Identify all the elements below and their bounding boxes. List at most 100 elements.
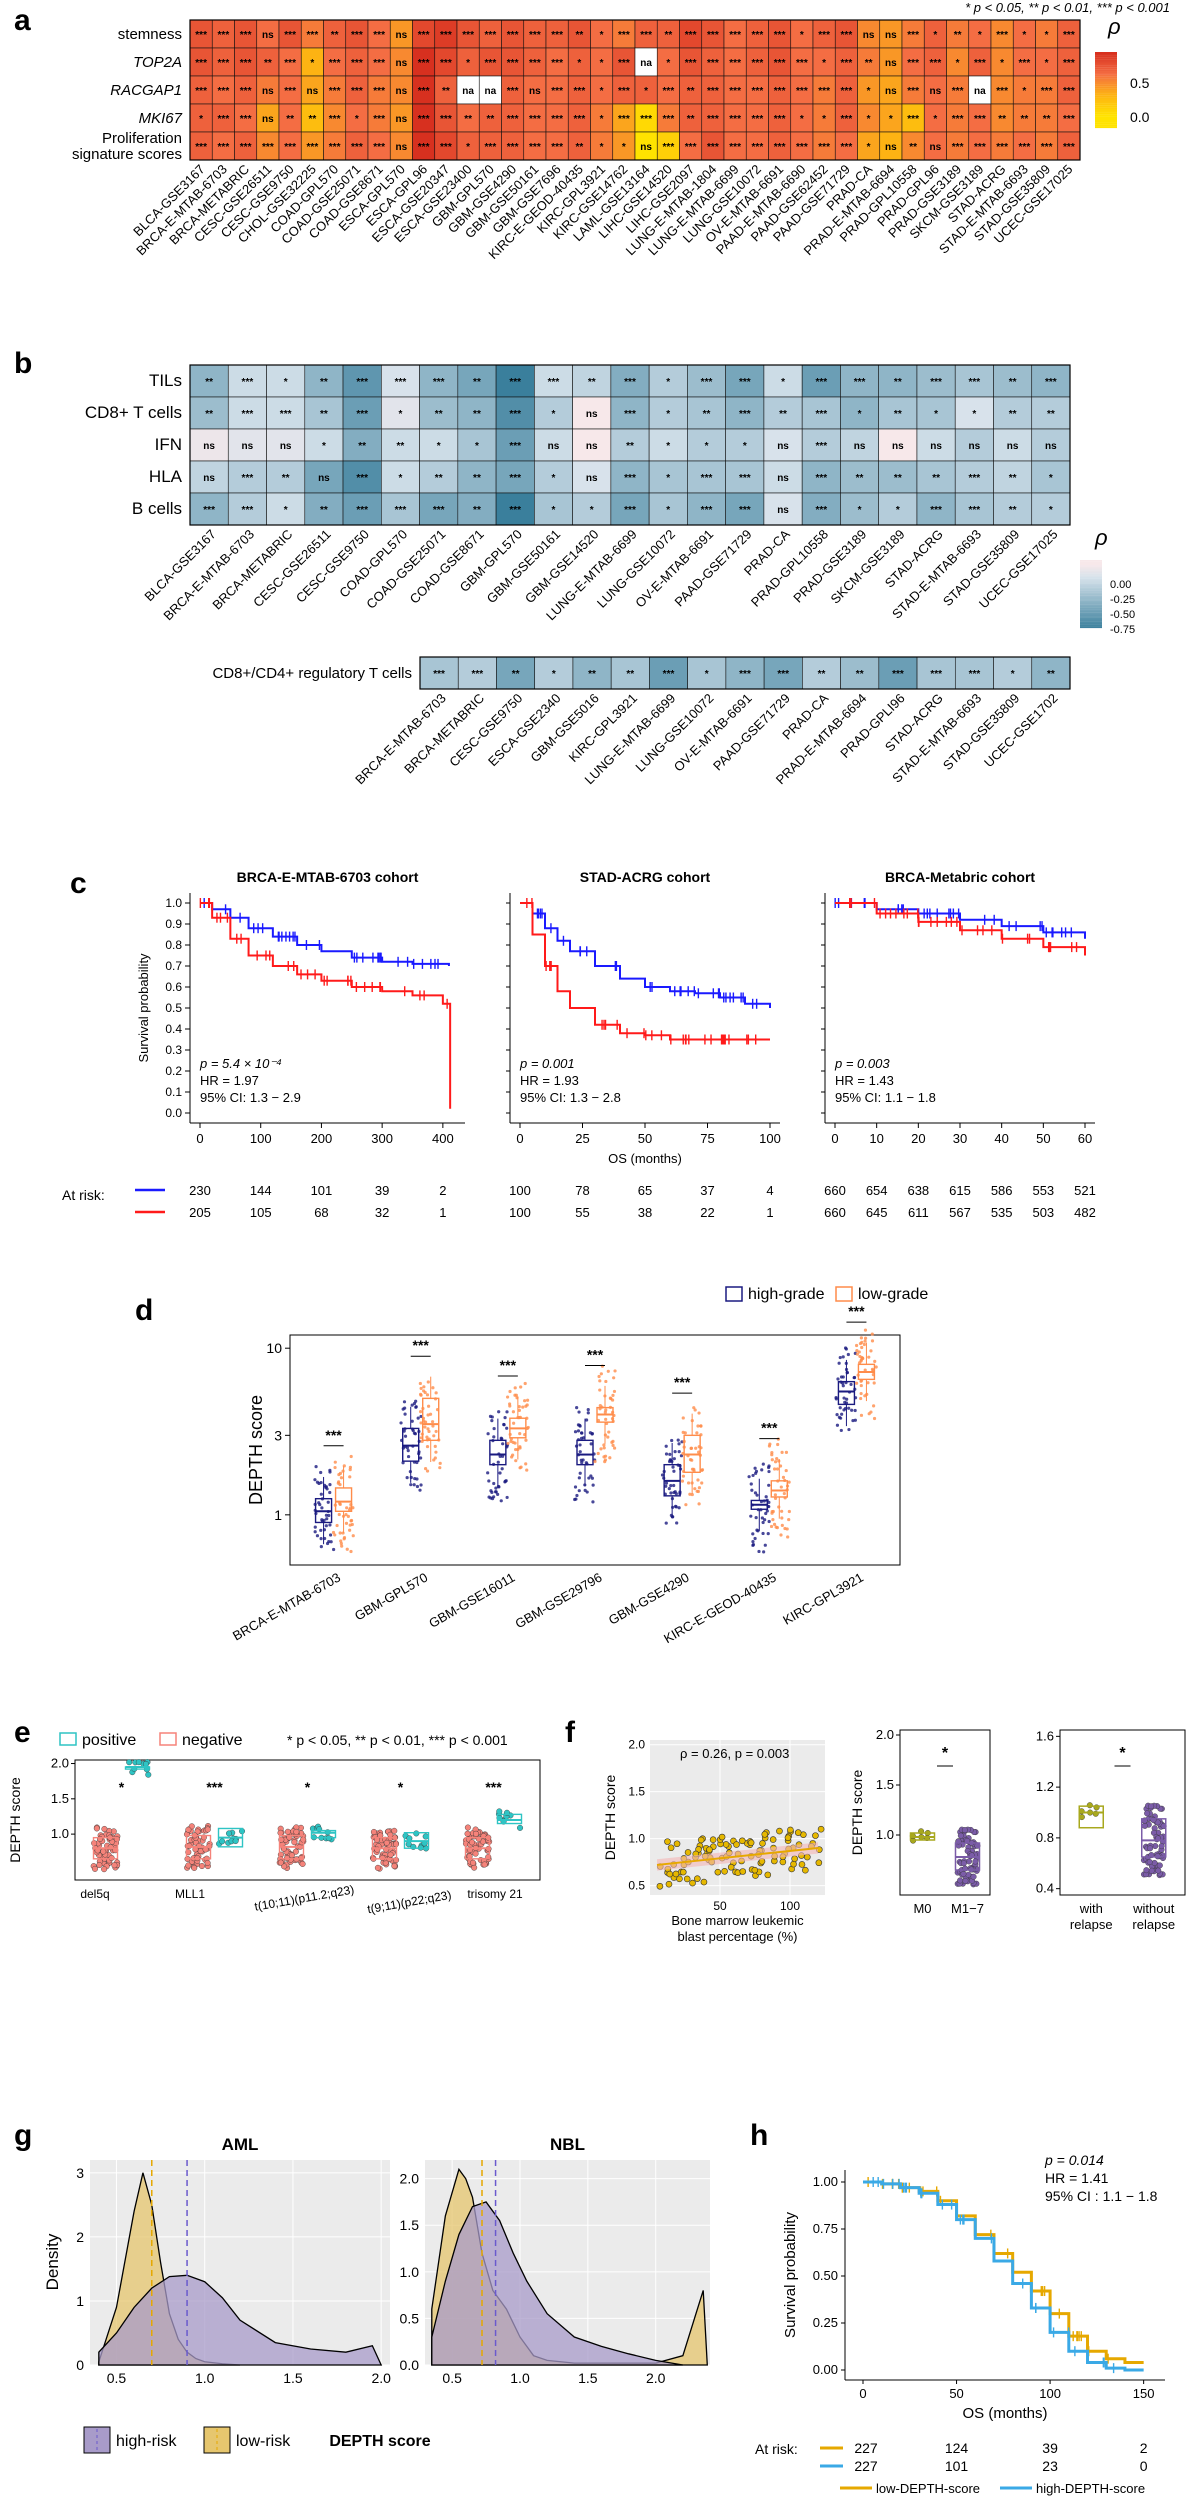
cell-label: *** bbox=[685, 58, 697, 69]
data-point bbox=[674, 1492, 678, 1496]
data-point bbox=[757, 1549, 761, 1554]
data-point bbox=[697, 1836, 705, 1844]
data-point bbox=[492, 1435, 496, 1439]
tick-label: 1.00 bbox=[813, 2174, 838, 2189]
cell-label: *** bbox=[930, 58, 942, 69]
cell-label: * bbox=[1011, 669, 1015, 680]
cell-label: * bbox=[1049, 473, 1053, 484]
data-point bbox=[317, 1481, 321, 1486]
cell-label: *** bbox=[907, 86, 919, 97]
data-point bbox=[578, 1450, 582, 1454]
legend-swatch bbox=[1080, 594, 1102, 596]
data-point bbox=[409, 1483, 413, 1487]
km-curve-1 bbox=[863, 2180, 1144, 2372]
data-point bbox=[575, 1493, 579, 1498]
heatmap-cell bbox=[916, 396, 956, 430]
cell-label: * bbox=[889, 114, 893, 125]
legend-swatch bbox=[1095, 118, 1117, 121]
data-point bbox=[677, 1449, 681, 1454]
data-point bbox=[610, 1440, 614, 1444]
heatmap-cell bbox=[381, 364, 420, 398]
legend-swatch bbox=[1095, 57, 1117, 60]
data-point bbox=[751, 1543, 755, 1547]
axis-label-x: OS (months) bbox=[962, 2405, 1047, 2422]
legend-swatch bbox=[1095, 120, 1117, 123]
data-point bbox=[747, 1475, 751, 1479]
cell-label: * bbox=[896, 505, 900, 516]
data-point bbox=[770, 1509, 774, 1514]
data-point bbox=[957, 1877, 964, 1884]
at-risk-value: 2 bbox=[1140, 2440, 1148, 2456]
data-point bbox=[770, 1458, 774, 1462]
data-point bbox=[319, 1537, 323, 1541]
cell-label: * bbox=[600, 58, 604, 69]
cell-label: ns bbox=[203, 473, 215, 484]
data-point bbox=[501, 1442, 505, 1446]
cell-label: *** bbox=[818, 86, 830, 97]
tick-label: 60 bbox=[1078, 1131, 1092, 1146]
data-point bbox=[464, 1830, 471, 1837]
row-label: B cells bbox=[132, 499, 182, 518]
data-point bbox=[423, 1420, 428, 1424]
data-point bbox=[681, 1474, 686, 1478]
at-risk-value: 227 bbox=[854, 2458, 878, 2474]
cell-label: *** bbox=[729, 86, 741, 97]
legend-swatch bbox=[1080, 565, 1102, 567]
cell-label: * bbox=[743, 441, 747, 452]
data-point bbox=[496, 1460, 500, 1464]
cell-label: *** bbox=[774, 114, 786, 125]
cell-label: na bbox=[974, 86, 986, 97]
data-point bbox=[776, 1827, 783, 1835]
legend-tick: -0.75 bbox=[1110, 624, 1135, 636]
cell-label: *** bbox=[356, 505, 368, 516]
legend-swatch bbox=[1080, 582, 1102, 584]
data-point bbox=[840, 1412, 844, 1416]
heatmap-cell bbox=[457, 460, 497, 494]
cell-label: *** bbox=[1041, 142, 1053, 153]
data-point bbox=[512, 1421, 516, 1425]
data-point bbox=[784, 1468, 788, 1473]
data-point bbox=[690, 1458, 694, 1462]
data-point bbox=[415, 1477, 419, 1481]
cell-label: ns bbox=[892, 441, 904, 452]
cell-label: *** bbox=[418, 86, 430, 97]
cell-label: ns bbox=[777, 505, 789, 516]
data-point bbox=[505, 1426, 509, 1430]
data-point bbox=[695, 1489, 699, 1493]
data-point bbox=[313, 1530, 317, 1534]
data-point bbox=[585, 1490, 589, 1494]
data-point bbox=[348, 1465, 352, 1469]
heatmap-cell bbox=[840, 364, 879, 398]
data-point bbox=[344, 1521, 349, 1526]
data-point bbox=[873, 1359, 877, 1363]
km-h: 0.00 0.25 0.50 0.75 1.00 0 50 100 150 p = 0.014 HR… bbox=[755, 2152, 1165, 2496]
cell-label: * bbox=[666, 473, 670, 484]
data-point bbox=[419, 1421, 423, 1425]
heatmap-b_top: ** *** * ** *** *** *** ** *** *** ** *** * *** *** * **… bbox=[85, 364, 1071, 623]
km-title: BRCA-E-MTAB-6703 cohort bbox=[237, 869, 419, 885]
data-point bbox=[410, 1403, 414, 1407]
data-point bbox=[593, 1459, 597, 1464]
data-point bbox=[506, 1395, 510, 1399]
heatmap-cell bbox=[495, 460, 535, 494]
data-point bbox=[423, 1467, 428, 1471]
heatmap-cell bbox=[993, 428, 1033, 462]
legend-swatch bbox=[1080, 602, 1102, 605]
significance-note: * p < 0.05, ** p < 0.01, *** p < 0.001 bbox=[965, 0, 1170, 15]
data-point bbox=[855, 1352, 859, 1356]
cell-label: *** bbox=[240, 142, 252, 153]
tick-label: 50 bbox=[713, 1899, 727, 1913]
data-point bbox=[475, 1835, 482, 1842]
data-point bbox=[604, 1408, 608, 1412]
data-point bbox=[598, 1404, 602, 1408]
cell-label: *** bbox=[729, 114, 741, 125]
density-high-risk bbox=[431, 2201, 683, 2366]
row-label: Proliferation bbox=[102, 130, 182, 147]
tick-label: 0 bbox=[831, 1131, 838, 1146]
legend-swatch bbox=[1080, 617, 1102, 620]
data-point bbox=[329, 1540, 333, 1544]
heatmap-cell bbox=[878, 428, 918, 462]
data-point bbox=[859, 1336, 863, 1340]
data-point bbox=[727, 1863, 735, 1871]
data-point bbox=[582, 1436, 586, 1440]
